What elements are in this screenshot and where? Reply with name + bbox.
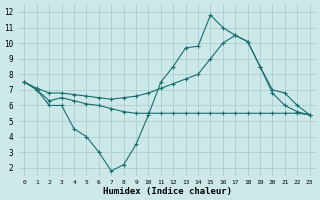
- X-axis label: Humidex (Indice chaleur): Humidex (Indice chaleur): [102, 187, 232, 196]
